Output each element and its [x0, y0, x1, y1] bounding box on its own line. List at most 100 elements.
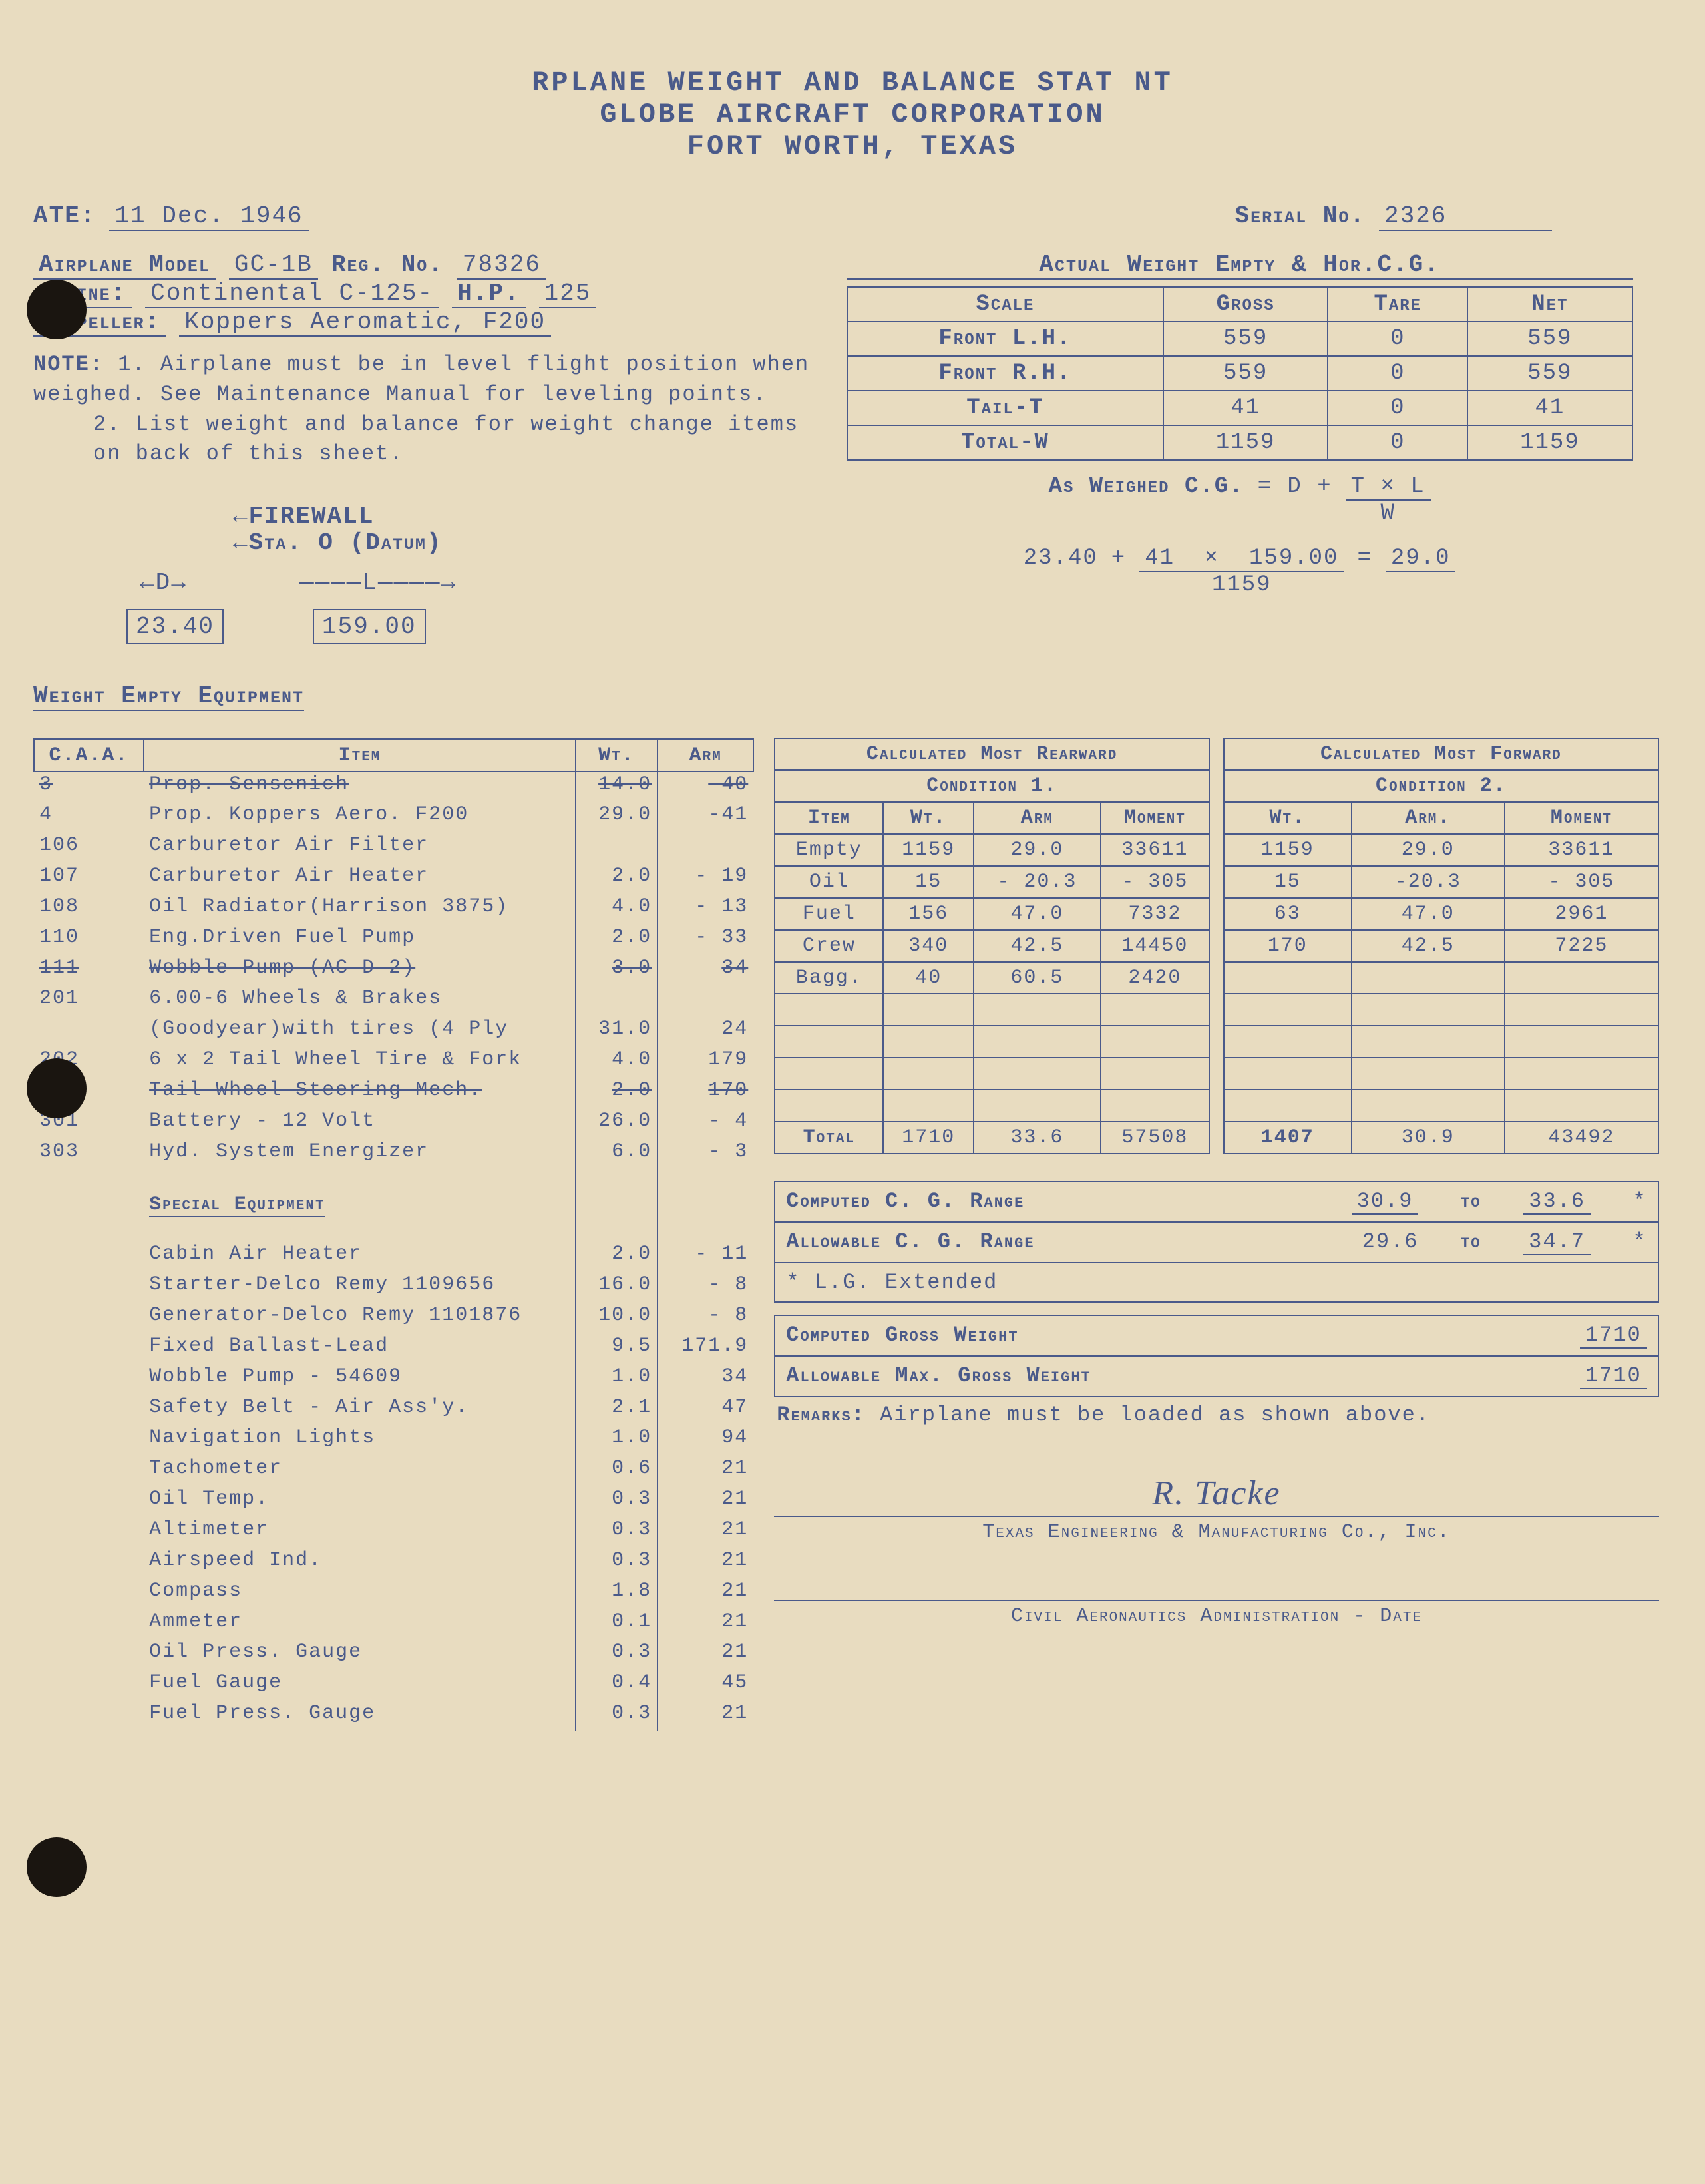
equip-cell [34, 1364, 144, 1395]
equip-cell: Oil Radiator(Harrison 3875) [144, 894, 576, 925]
equip-cell: 2.1 [576, 1395, 658, 1425]
wt-cell: 0 [1328, 391, 1467, 425]
calc-total-cell: 1710 [883, 1122, 974, 1154]
calc-cell [1224, 1090, 1352, 1122]
cg-calc-d: 23.40 [1024, 546, 1098, 571]
col-arm: Arm [658, 739, 753, 771]
wt-cell: 41 [1163, 391, 1328, 425]
fwd-title: Calculated Most Forward [1224, 738, 1658, 770]
calc-cell [883, 1058, 974, 1090]
calc-row: 6347.02961 [1224, 898, 1658, 930]
equip-cell [658, 986, 753, 1016]
allow-cg-label: Allowable C. G. Range [786, 1229, 1034, 1255]
calc-total-cell: 57508 [1101, 1122, 1209, 1154]
reg-value: 78326 [457, 251, 546, 280]
equip-cell: Cabin Air Heater [144, 1241, 576, 1272]
engine-value: Continental C-125- [145, 280, 439, 308]
cg-result: 29.0 [1386, 546, 1456, 572]
calc-cell [1224, 1026, 1352, 1058]
equip-cell: 14.0 [576, 771, 658, 802]
calc-row: 15-20.3- 305 [1224, 866, 1658, 898]
wt-col: Net [1467, 287, 1632, 322]
equip-cell: 107 [34, 863, 144, 894]
calc-row: Fuel15647.07332 [775, 898, 1209, 930]
equip-cell: 34 [658, 955, 753, 986]
remarks-label: Remarks: [777, 1403, 866, 1427]
calc-cell [775, 1090, 883, 1122]
equip-cell: 21 [658, 1486, 753, 1517]
equip-cell: 9.5 [576, 1333, 658, 1364]
model-label: Airplane Model [33, 251, 216, 280]
equip-cell [576, 986, 658, 1016]
calc-cell [1101, 1026, 1209, 1058]
calc-row: Bagg.4060.52420 [775, 962, 1209, 994]
reg-label: Reg. No. [331, 251, 444, 278]
equip-row: Cabin Air Heater2.0- 11 [34, 1241, 753, 1272]
calc-cell: 33611 [1101, 834, 1209, 866]
calc-cell: Fuel [775, 898, 883, 930]
equip-cell: 0.6 [576, 1456, 658, 1486]
equip-row: Starter-Delco Remy 110965616.0- 8 [34, 1272, 753, 1303]
calc-col: Wt. [883, 802, 974, 834]
calc-col: Moment [1505, 802, 1658, 834]
max-label: Allowable Max. Gross Weight [786, 1363, 1091, 1389]
equip-cell: 110 [34, 925, 144, 955]
equip-cell: 0.3 [576, 1517, 658, 1548]
wt-cell: Front R.H. [847, 356, 1163, 391]
equip-row: Airspeed Ind.0.321 [34, 1548, 753, 1578]
equip-row: (Goodyear)with tires (4 Ply31.024 [34, 1016, 753, 1047]
calc-cell: Oil [775, 866, 883, 898]
equip-row: 4Prop. Koppers Aero. F20029.0-41 [34, 802, 753, 833]
calc-cell [1352, 1058, 1505, 1090]
calc-cell [1352, 994, 1505, 1026]
punch-hole [27, 280, 87, 339]
calc-total-cell: 33.6 [974, 1122, 1101, 1154]
equip-cell: Fuel Gauge [144, 1670, 576, 1701]
gw-label: Computed Gross Weight [786, 1323, 1018, 1349]
firewall-label: FIREWALL [249, 503, 375, 530]
cg-label: As Weighed C.G. [1049, 474, 1244, 499]
equip-cell: 0.3 [576, 1486, 658, 1517]
equip-row: 111Wobble Pump (AC-D-2)3.034 [34, 955, 753, 986]
serial-label: Serial No. [1235, 202, 1366, 230]
wt-cell: 1159 [1163, 425, 1328, 460]
equip-cell: 21 [658, 1578, 753, 1609]
equip-row: 110Eng.Driven Fuel Pump2.0- 33 [34, 925, 753, 955]
calc-row [775, 1090, 1209, 1122]
equip-cell: 24 [658, 1016, 753, 1047]
gw-value: 1710 [1580, 1323, 1647, 1349]
equip-row: 2026 x 2 Tail Wheel Tire & Fork4.0179 [34, 1047, 753, 1078]
weight-table-title: Actual Weight Empty & Hor.C.G. [847, 251, 1633, 280]
calc-cell [974, 1090, 1101, 1122]
special-title: Special Equipment [149, 1194, 325, 1217]
calc-row [1224, 994, 1658, 1026]
sig-caa: Civil Aeronautics Administration - Date [774, 1605, 1658, 1628]
equip-cell: 1.8 [576, 1578, 658, 1609]
equip-cell: - 3 [658, 1139, 753, 1170]
equip-cell: - 8 [658, 1272, 753, 1303]
equip-row: Fuel Gauge0.445 [34, 1670, 753, 1701]
equip-cell: 94 [658, 1425, 753, 1456]
equip-cell: Compass [144, 1578, 576, 1609]
equip-cell: Fuel Press. Gauge [144, 1701, 576, 1731]
right-column: Actual Weight Empty & Hor.C.G. ScaleGros… [847, 251, 1633, 669]
date-label: ATE: [33, 202, 96, 230]
wt-cell: 0 [1328, 322, 1467, 356]
equip-cell: 2.0 [576, 863, 658, 894]
equip-row: Fuel Press. Gauge0.321 [34, 1701, 753, 1731]
wt-col: Tare [1328, 287, 1467, 322]
calc-col: Arm. [1352, 802, 1505, 834]
calc-area: Calculated Most Rearward Condition 1. It… [774, 738, 1658, 1731]
equip-cell: Wobble Pump (AC-D-2) [144, 955, 576, 986]
calc-cell: 42.5 [1352, 930, 1505, 962]
datum-label: Sta. O (Datum) [249, 529, 443, 556]
equip-row: Navigation Lights1.094 [34, 1425, 753, 1456]
equip-cell: Tail Wheel Steering Mech. [144, 1078, 576, 1108]
equip-cell: 179 [658, 1047, 753, 1078]
calc-cell: 63 [1224, 898, 1352, 930]
cg-frac-num: T × L [1346, 474, 1431, 501]
prop-value: Koppers Aeromatic, F200 [179, 308, 551, 337]
calc-cell: Crew [775, 930, 883, 962]
equip-title: Weight Empty Equipment [33, 682, 304, 711]
equip-cell: 47 [658, 1395, 753, 1425]
